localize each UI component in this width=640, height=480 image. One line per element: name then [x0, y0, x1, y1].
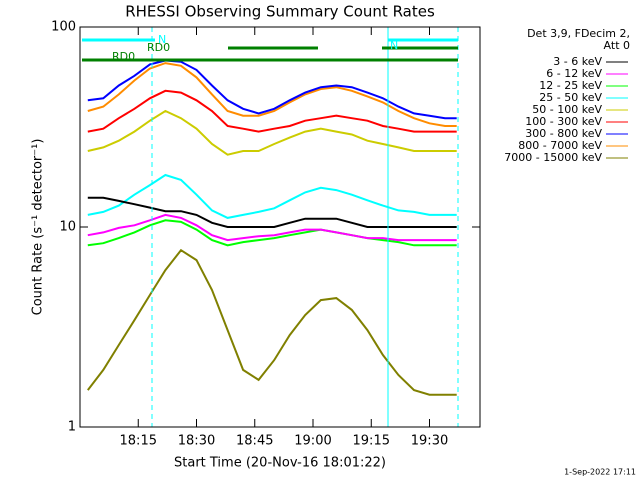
annotation: N [390, 39, 398, 52]
y-tick-label: 100 [51, 20, 76, 35]
series-line [87, 173, 457, 219]
series-line [87, 219, 457, 247]
series-line [87, 89, 457, 133]
y-axis-label: Count Rate (s⁻¹ detector⁻¹) [31, 139, 46, 316]
legend-title: Det 3,9, FDecim 2, [527, 27, 630, 40]
y-tick-label: 10 [59, 220, 76, 235]
chart-title: RHESSI Observing Summary Count Rates [125, 3, 435, 21]
x-tick-label: 19:30 [411, 434, 448, 449]
x-tick-label: 19:00 [294, 434, 331, 449]
series-line [87, 62, 457, 127]
legend-label: 12 - 25 keV [539, 79, 602, 92]
legend-label: 300 - 800 keV [525, 127, 602, 140]
series-line [87, 59, 457, 120]
x-tick-label: 19:15 [353, 434, 390, 449]
x-tick-label: 18:30 [178, 434, 215, 449]
plot-area [87, 59, 457, 396]
legend-label: 50 - 100 keV [532, 103, 602, 116]
legend-label: 25 - 50 keV [539, 91, 602, 104]
series-line [87, 196, 457, 228]
legend-label: 3 - 6 keV [553, 55, 602, 68]
series-line [87, 248, 457, 396]
legend-title: Att 0 [604, 39, 630, 52]
legend-label: 6 - 12 keV [546, 67, 602, 80]
series-line [87, 213, 457, 242]
legend-label: 100 - 300 keV [525, 115, 602, 128]
annotation: RD0 [147, 41, 170, 54]
y-tick-label: 1 [68, 420, 76, 435]
x-tick-label: 18:45 [236, 434, 273, 449]
x-tick-label: 18:15 [120, 434, 157, 449]
series-line [87, 109, 457, 156]
annotation: RD0 [112, 50, 135, 63]
x-axis-label: Start Time (20-Nov-16 18:01:22) [174, 456, 386, 471]
annotation: N [158, 33, 166, 46]
legend-label: 7000 - 15000 keV [504, 151, 602, 164]
legend-label: 800 - 7000 keV [518, 139, 602, 152]
footer: 1-Sep-2022 17:11 [564, 468, 636, 477]
